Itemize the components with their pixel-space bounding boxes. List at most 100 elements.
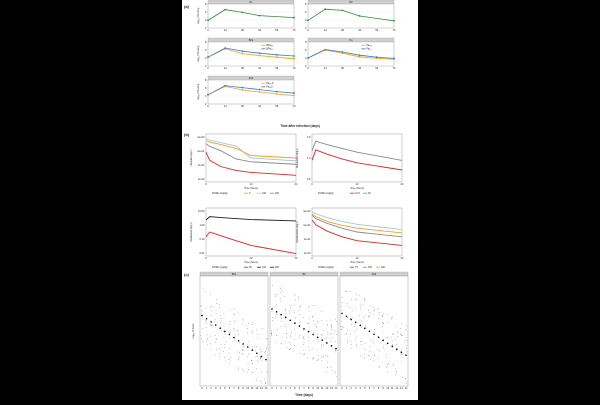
scatter-point: [356, 294, 357, 296]
scatter-point: [229, 324, 230, 326]
x-tick-label: 11: [251, 386, 254, 390]
scatter-point: [303, 330, 305, 332]
x-tick-label: 12: [255, 386, 258, 390]
scatter-point: [220, 330, 222, 332]
panel-a-facet: NL 2 4 6 8 0 14 28 42 56 70 Log₁₀ CFU/lung: [197, 0, 296, 32]
x-tick-label: 0: [201, 386, 203, 390]
scatter-point: [351, 299, 352, 300]
y-tick-label: 0.01: [199, 251, 205, 255]
scatter-point: [280, 326, 282, 328]
scatter-point: [341, 310, 343, 312]
mean-point: [354, 321, 357, 324]
scatter-point: [275, 294, 277, 296]
scatter-point: [359, 341, 361, 342]
mean-point: [391, 345, 394, 348]
mean-point: [219, 327, 222, 329]
scatter-point: [237, 368, 239, 370]
scatter-point: [210, 343, 211, 345]
scatter-point: [322, 334, 323, 336]
x-axis-label: Time (hours): [244, 187, 258, 190]
scatter-point: [355, 343, 357, 345]
scatter-point: [372, 307, 374, 308]
scatter-point: [349, 307, 351, 309]
scatter-point: [275, 316, 277, 318]
scatter-point: [252, 363, 253, 365]
scatter-point: [327, 334, 329, 335]
scatter-point: [308, 306, 310, 308]
mean-point: [233, 336, 235, 339]
data-point: [275, 56, 278, 59]
legend-title: DOSE (mg/kg): [212, 192, 228, 195]
scatter-point: [298, 309, 300, 311]
x-tick-label: 12: [356, 182, 359, 186]
scatter-point: [218, 347, 220, 349]
scatter-point: [360, 326, 362, 328]
scatter-point: [370, 305, 371, 307]
panel-c-label: (c): [184, 272, 190, 277]
legend-label: 75: [355, 266, 358, 269]
scatter-point: [400, 335, 402, 337]
scatter-point: [341, 320, 342, 322]
scatter-point: [290, 305, 292, 306]
scatter-point: [286, 337, 287, 338]
scatter-point: [302, 344, 304, 345]
scatter-point: [294, 299, 296, 301]
scatter-point: [246, 344, 248, 346]
scatter-point: [354, 331, 355, 332]
scatter-point: [237, 334, 239, 336]
scatter-point: [330, 319, 332, 321]
mean-point: [364, 327, 366, 330]
scatter-point: [401, 354, 403, 356]
scatter-point: [233, 328, 235, 329]
scatter-point: [286, 332, 288, 334]
scatter-point: [360, 308, 361, 310]
scatter-point: [229, 362, 231, 364]
scatter-point: [404, 340, 406, 341]
data-point: [293, 94, 295, 97]
x-tick-label: 4: [290, 386, 292, 390]
mean-point: [265, 358, 267, 361]
scatter-point: [391, 317, 393, 319]
x-tick-label: 7: [373, 386, 375, 390]
facet-title: BZ: [349, 1, 353, 4]
scatter-point: [285, 312, 287, 314]
mean-point: [373, 333, 375, 336]
x-tick-label: 42: [258, 104, 261, 108]
x-tick-label: 9: [382, 386, 384, 390]
scatter-point: [392, 333, 394, 335]
x-tick-label: 6: [369, 386, 371, 390]
scatter-point: [347, 329, 349, 331]
scatter-point: [374, 328, 376, 330]
y-tick-label: 8: [205, 78, 207, 82]
scatter-point: [391, 347, 393, 349]
y-tick-label: 1.0: [307, 156, 311, 160]
scatter-point: [255, 377, 257, 379]
scatter-point: [264, 352, 266, 353]
scatter-point: [401, 333, 402, 335]
scatter-point: [318, 341, 319, 342]
x-tick-label: 11: [321, 386, 324, 390]
y-tick-label: 1e+03: [197, 135, 205, 139]
scatter-point: [224, 344, 226, 346]
x-axis-label: Time (hours): [350, 261, 364, 264]
scatter-point: [223, 313, 225, 315]
mean-point: [242, 343, 244, 345]
scatter-point: [215, 313, 217, 315]
scatter-point: [402, 335, 403, 336]
y-tick-label: 1e-01: [304, 237, 311, 241]
scatter-point: [363, 316, 365, 317]
scatter-point: [255, 350, 257, 352]
scatter-point: [280, 292, 282, 293]
scatter-point: [363, 353, 365, 355]
mean-point: [214, 324, 217, 326]
scatter-point: [271, 330, 272, 331]
scatter-point: [294, 304, 295, 306]
scatter-point: [247, 368, 249, 370]
data-point: [207, 93, 209, 96]
scatter-point: [233, 308, 235, 310]
scatter-point: [223, 331, 225, 333]
legend-label: BPa₁₀₀: [266, 44, 273, 47]
x-tick-label: 4: [360, 386, 362, 390]
figure: (a) (b) (c) NL 2 4 6 8 0 14 28 42 56 70 Log₁₀ CFU/l…: [182, 0, 418, 400]
scatter-point: [360, 354, 361, 356]
